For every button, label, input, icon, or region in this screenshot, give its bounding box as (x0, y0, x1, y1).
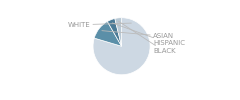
Text: HISPANIC: HISPANIC (112, 23, 185, 46)
Text: WHITE: WHITE (67, 22, 131, 28)
Wedge shape (93, 18, 150, 75)
Text: ASIAN: ASIAN (102, 31, 174, 39)
Wedge shape (107, 18, 122, 46)
Wedge shape (94, 22, 122, 46)
Text: BLACK: BLACK (119, 21, 176, 54)
Wedge shape (115, 18, 122, 46)
